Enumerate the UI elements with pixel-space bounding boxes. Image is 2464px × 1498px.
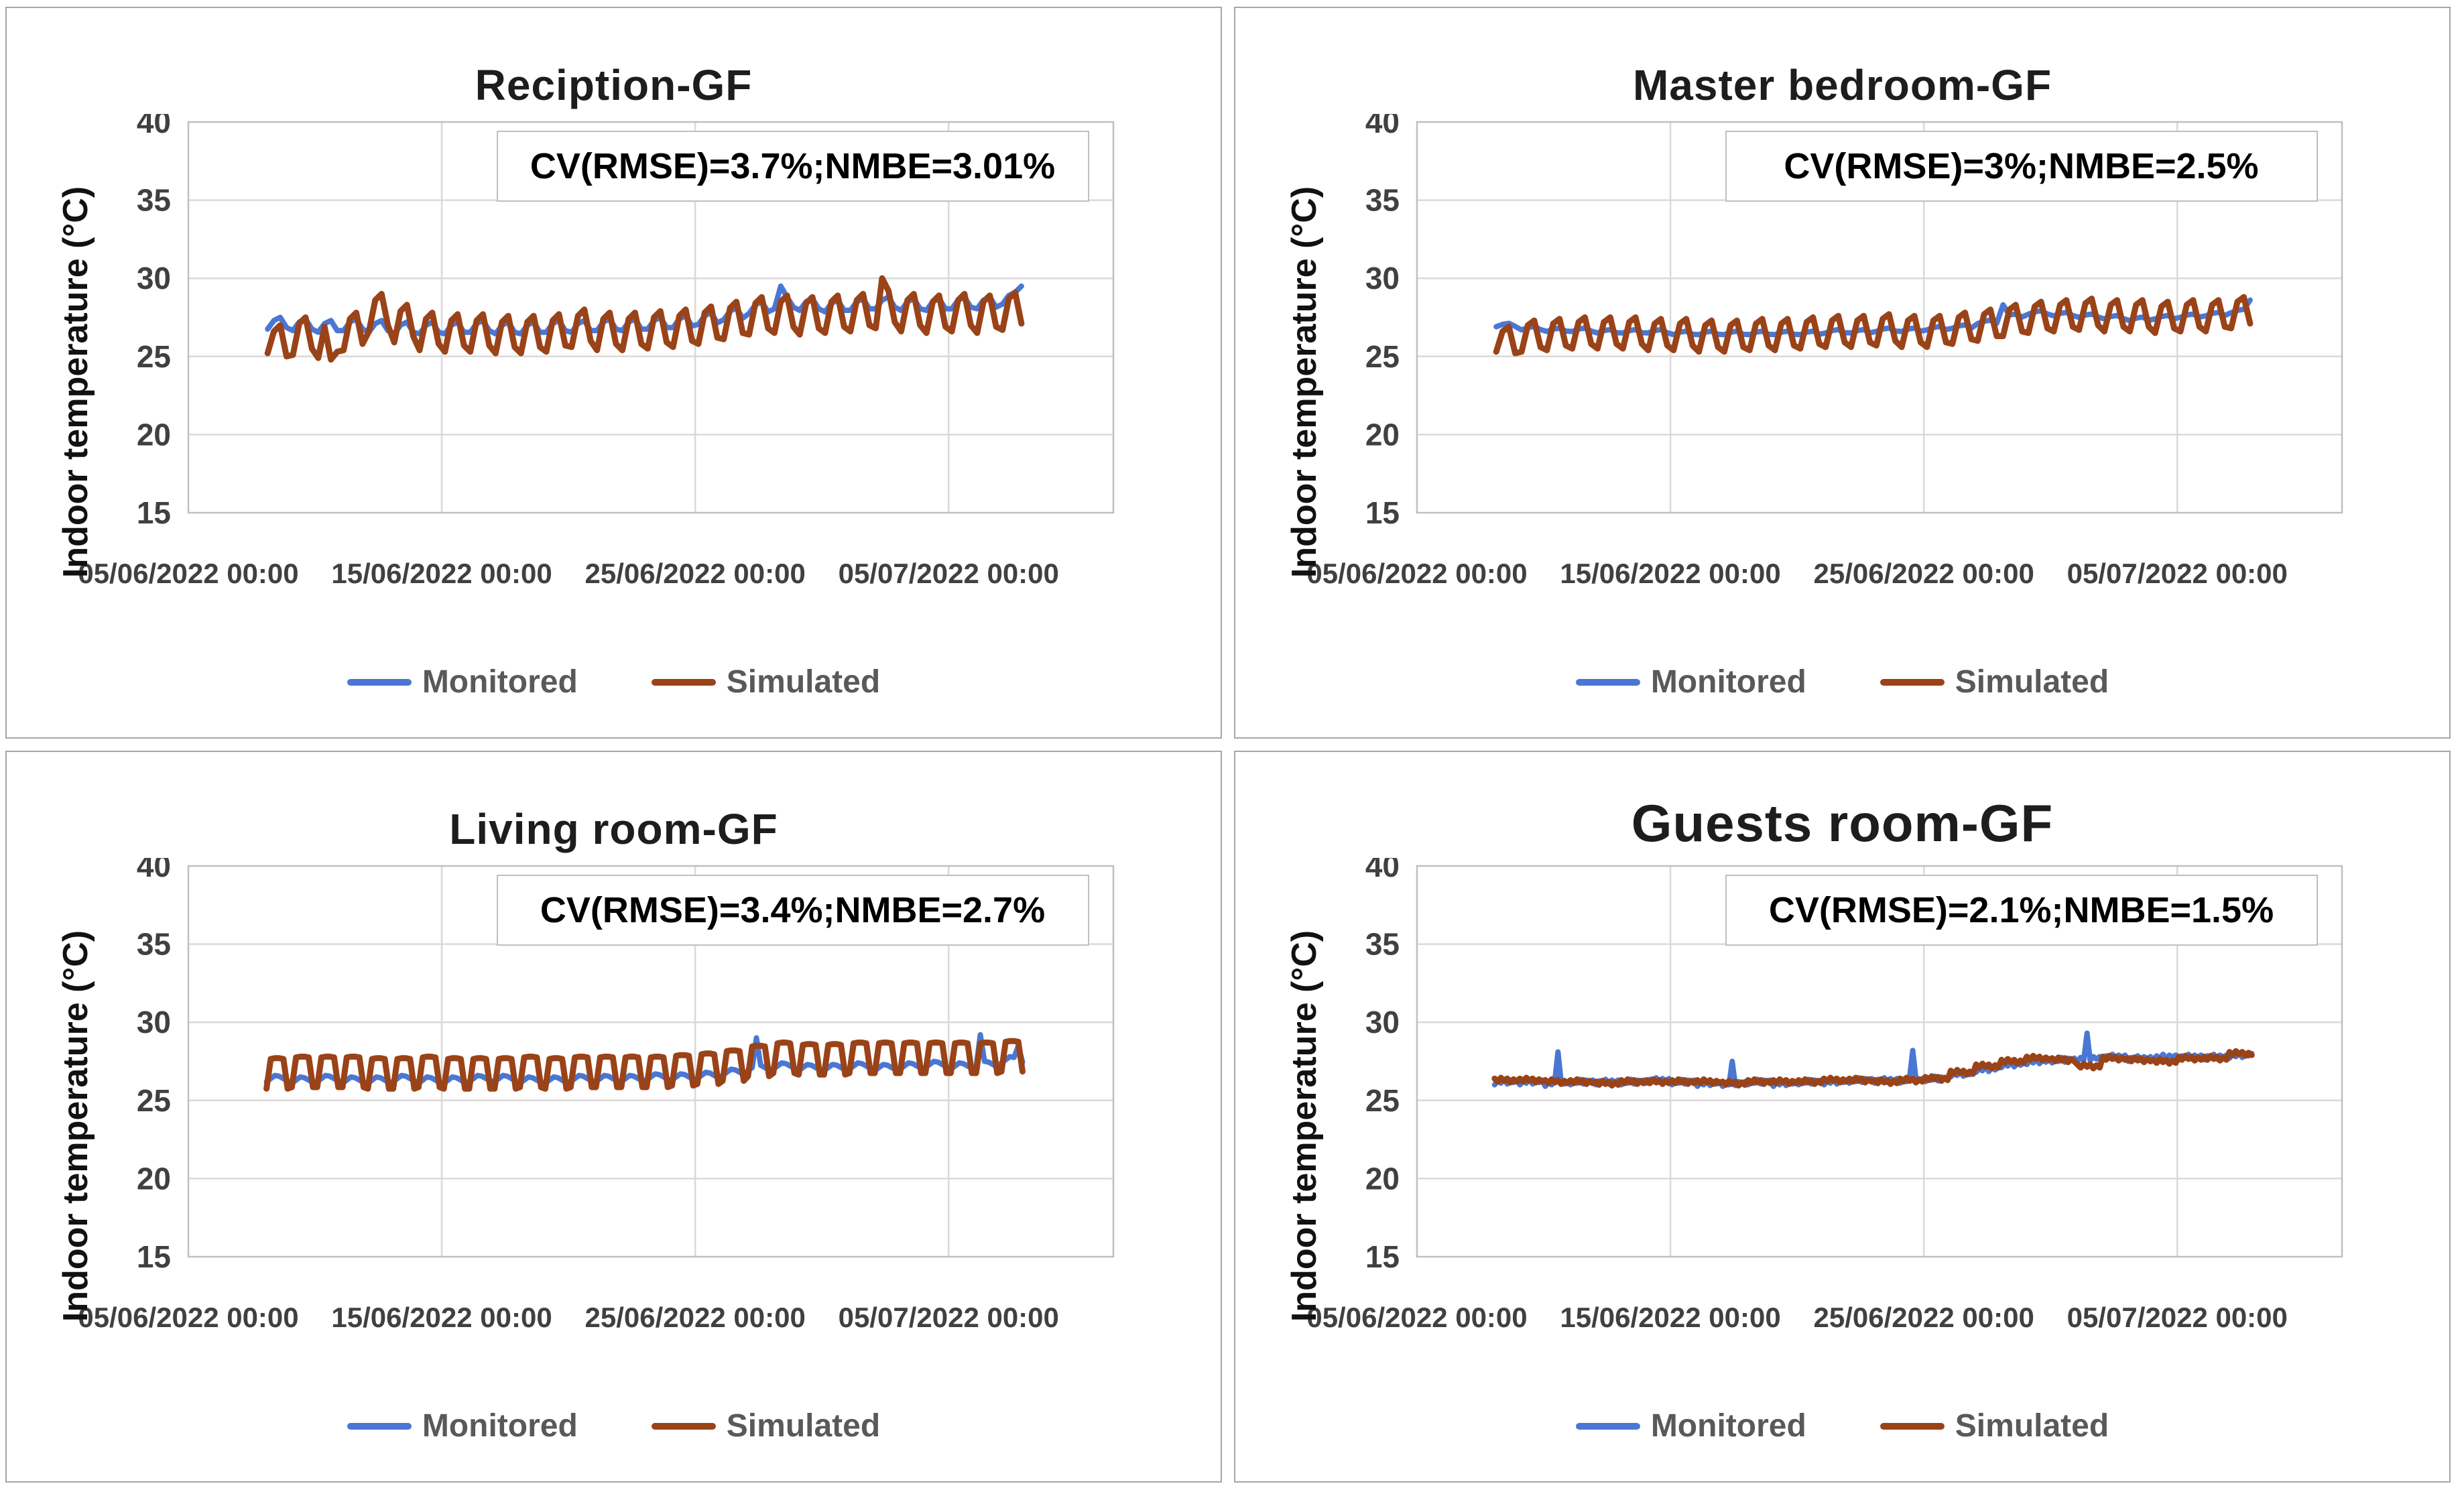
chart-title: Master bedroom-GF xyxy=(1632,61,2052,109)
legend-label-simulated: Simulated xyxy=(726,1408,881,1444)
x-tick-label: 25/06/2022 00:00 xyxy=(584,558,805,589)
x-tick-label: 05/06/2022 00:00 xyxy=(1306,558,1527,589)
chart-title: Reciption-GF xyxy=(475,61,753,109)
stats-annotation: CV(RMSE)=3.4%;NMBE=2.7% xyxy=(496,875,1089,946)
x-tick-label: 15/06/2022 00:00 xyxy=(1560,1302,1780,1333)
legend: Monitored Simulated xyxy=(1235,664,2449,700)
y-tick-label: 25 xyxy=(136,1083,170,1118)
y-axis-title: Indoor temperature (°C) xyxy=(1284,186,1324,578)
legend-item-simulated: Simulated xyxy=(651,664,881,700)
y-tick-label: 20 xyxy=(136,417,170,452)
legend-label-monitored: Monitored xyxy=(1650,1408,1806,1444)
legend-label-simulated: Simulated xyxy=(726,664,881,700)
y-tick-label: 40 xyxy=(136,858,170,883)
legend-item-monitored: Monitored xyxy=(1575,664,1806,700)
legend-item-monitored: Monitored xyxy=(347,1408,578,1444)
plot-area: 15 20 25 30 35 40 05/06/2022 00:00 15/06/2022 0… xyxy=(1243,858,2443,1387)
y-tick-label: 35 xyxy=(136,183,170,218)
y-tick-label: 25 xyxy=(1365,339,1399,374)
chart-title: Living room-GF xyxy=(449,805,778,853)
plot-border xyxy=(187,121,1114,514)
plot-area: 15 20 25 30 35 40 05/06/2022 00:00 15/06/2022 0… xyxy=(1243,114,2443,643)
y-tick-label: 30 xyxy=(1365,1005,1399,1040)
y-tick-label: 20 xyxy=(1365,1161,1399,1196)
line-chart: 15 20 25 30 35 40 05/06/2022 00:00 15/06/2022 0… xyxy=(1306,114,2343,589)
plot-border xyxy=(1416,865,2343,1258)
monitored-line-swatch xyxy=(347,1422,412,1430)
legend-item-simulated: Simulated xyxy=(651,1408,881,1444)
y-tick-label: 30 xyxy=(1365,261,1399,296)
y-tick-label: 35 xyxy=(1365,927,1399,962)
line-chart: 15 20 25 30 35 40 05/06/2022 00:00 15/06/2022 0… xyxy=(1306,858,2343,1333)
y-tick-label: 35 xyxy=(1365,183,1399,218)
y-tick-label: 25 xyxy=(1365,1083,1399,1118)
y-axis-title: Indoor temperature (°C) xyxy=(56,930,95,1322)
stats-annotation: CV(RMSE)=3%;NMBE=2.5% xyxy=(1725,131,2318,202)
legend: Monitored Simulated xyxy=(1235,1408,2449,1444)
y-tick-label: 25 xyxy=(136,339,170,374)
plot-border xyxy=(187,865,1114,1258)
y-axis-title: Indoor temperature (°C) xyxy=(1284,930,1324,1322)
legend-label-monitored: Monitored xyxy=(422,664,578,700)
simulated-line-swatch xyxy=(651,678,716,686)
series-simulated-line xyxy=(1493,294,2253,357)
chart-panel-living-room: Living room-GF 15 20 25 30 35 40 05/06/2022 00… xyxy=(5,751,1222,1483)
legend-label-simulated: Simulated xyxy=(1955,664,2109,700)
x-tick-label: 15/06/2022 00:00 xyxy=(331,1302,552,1333)
x-tick-label: 25/06/2022 00:00 xyxy=(1813,1302,2034,1333)
plot-area: 15 20 25 30 35 40 05/06/2022 00:00 15/06/2022 0… xyxy=(14,858,1214,1387)
x-tick-label: 05/07/2022 00:00 xyxy=(838,1302,1058,1333)
chart-panel-reception: Reciption-GF 15 20 25 30 35 40 05/06/2022 00:0… xyxy=(5,7,1222,739)
x-tick-label: 05/07/2022 00:00 xyxy=(2067,1302,2287,1333)
y-tick-label: 40 xyxy=(136,114,170,139)
chart-panel-guests-room: Guests room-GF 15 20 25 30 35 40 05/06/2022 00… xyxy=(1234,751,2451,1483)
y-tick-label: 15 xyxy=(136,495,170,530)
series-simulated-line xyxy=(264,275,1024,363)
monitored-line-swatch xyxy=(1575,678,1640,686)
legend-item-monitored: Monitored xyxy=(1575,1408,1806,1444)
monitored-line-swatch xyxy=(347,678,412,686)
x-tick-label: 15/06/2022 00:00 xyxy=(1560,558,1780,589)
legend-item-simulated: Simulated xyxy=(1880,664,2109,700)
y-tick-label: 40 xyxy=(1365,114,1399,139)
y-tick-label: 30 xyxy=(136,1005,170,1040)
chart-panel-master-bedroom: Master bedroom-GF 15 20 25 30 35 40 05/06/2022… xyxy=(1234,7,2451,739)
x-tick-label: 05/07/2022 00:00 xyxy=(838,558,1058,589)
plot-border xyxy=(1416,121,2343,514)
series-simulated-line xyxy=(263,1038,1026,1092)
stats-annotation: CV(RMSE)=3.7%;NMBE=3.01% xyxy=(496,131,1089,202)
simulated-line-swatch xyxy=(1880,678,1945,686)
series-simulated-line xyxy=(1491,1048,2255,1089)
y-tick-label: 20 xyxy=(1365,417,1399,452)
x-tick-label: 05/06/2022 00:00 xyxy=(78,1302,298,1333)
chart-title: Guests room-GF xyxy=(1631,794,2054,853)
y-tick-label: 20 xyxy=(136,1161,170,1196)
legend: Monitored Simulated xyxy=(7,664,1221,700)
legend-item-simulated: Simulated xyxy=(1880,1408,2109,1444)
legend-label-simulated: Simulated xyxy=(1955,1408,2109,1444)
x-tick-label: 25/06/2022 00:00 xyxy=(1813,558,2034,589)
simulated-line-swatch xyxy=(651,1422,716,1430)
y-tick-label: 30 xyxy=(136,261,170,296)
simulated-line-swatch xyxy=(1880,1422,1945,1430)
y-tick-label: 15 xyxy=(136,1239,170,1274)
y-tick-label: 15 xyxy=(1365,1239,1399,1274)
x-tick-label: 25/06/2022 00:00 xyxy=(584,1302,805,1333)
legend-label-monitored: Monitored xyxy=(1650,664,1806,700)
legend-label-monitored: Monitored xyxy=(422,1408,578,1444)
stats-annotation: CV(RMSE)=2.1%;NMBE=1.5% xyxy=(1725,875,2318,946)
legend: Monitored Simulated xyxy=(7,1408,1221,1444)
y-tick-label: 15 xyxy=(1365,495,1399,530)
legend-item-monitored: Monitored xyxy=(347,664,578,700)
y-axis-title: Indoor temperature (°C) xyxy=(56,186,95,578)
plot-area: 15 20 25 30 35 40 05/06/2022 00:00 15/06/2022 0… xyxy=(14,114,1214,643)
x-tick-label: 05/07/2022 00:00 xyxy=(2067,558,2287,589)
y-tick-label: 40 xyxy=(1365,858,1399,883)
x-tick-label: 15/06/2022 00:00 xyxy=(331,558,552,589)
x-tick-label: 05/06/2022 00:00 xyxy=(1306,1302,1527,1333)
x-tick-label: 05/06/2022 00:00 xyxy=(78,558,298,589)
y-tick-label: 35 xyxy=(136,927,170,962)
monitored-line-swatch xyxy=(1575,1422,1640,1430)
